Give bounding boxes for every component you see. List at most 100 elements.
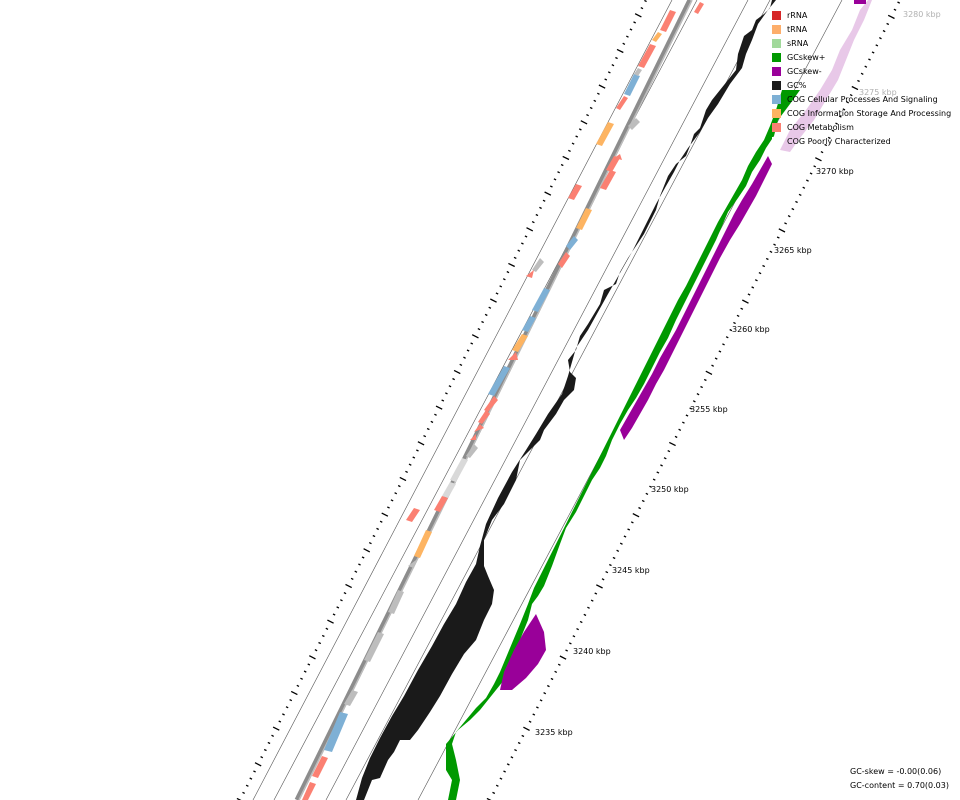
tick-label-3255: 3255 kbp [690,405,728,414]
minor-tick [524,235,528,238]
legend-swatch [772,52,781,62]
tick-labels: 3235 kbp 3240 kbp 3245 kbp 3250 kbp 3255… [535,10,941,737]
minor-tick [549,185,553,188]
ruler-tick [827,136,831,140]
ruler-tick [878,37,882,40]
ruler-tick [813,165,817,168]
ruler-tick [718,350,722,353]
minor-tick [562,155,570,161]
ring-lines [252,0,843,800]
ruler-tick [601,578,605,581]
ruler-tick [887,14,895,20]
ruler-tick [492,791,496,795]
minor-tick [303,670,307,673]
tick-label-3280: 3280 kbp [903,10,941,19]
ruler-tick [499,777,503,780]
ruler-tick [656,471,660,474]
minor-tick [535,213,539,217]
legend-swatch [772,38,781,48]
ruler-tick [765,257,769,261]
ruler-tick [815,157,822,162]
ruler-tick [590,599,594,602]
legend-label: sRNA [787,38,809,48]
minor-tick [358,563,361,566]
legend-swatch [772,136,781,146]
ruler-tick [842,108,846,111]
ruler-tick [831,129,835,132]
minor-tick [381,512,389,517]
ruler-tick [838,115,842,118]
ruler-tick [594,592,598,595]
ruler-tick [747,293,751,296]
ruler-tick [510,756,514,759]
ruler-tick [860,72,864,75]
minor-tick [285,706,289,709]
ruler-tick [495,784,499,787]
ruler-tick [645,492,649,495]
minor-tick [589,106,593,110]
minor-tick [506,270,510,274]
ruler-tick [517,741,521,745]
ruler-tick [550,677,554,681]
minor-tick [267,741,271,745]
legend-label: tRNA [787,24,808,34]
legend-swatch [772,66,781,76]
minor-tick [408,463,412,466]
minor-tick [307,663,311,666]
ruler-tick [864,65,868,68]
minor-tick [640,7,644,10]
ruler-tick [554,670,558,673]
minor-tick [416,449,419,452]
ruler-tick [769,250,773,253]
ruler-tick [809,172,813,175]
minor-tick [260,756,264,759]
ruler-tick [669,441,676,447]
ruler-tick [791,207,795,211]
minor-tick [426,427,430,431]
ruler-tick [692,400,696,403]
ruler-tick [851,85,859,91]
ruler-tick [762,264,766,268]
legend-item-rrna: rRNA [772,8,951,22]
minor-tick [340,599,343,602]
minor-tick [586,114,589,117]
minor-tick [622,42,626,45]
ruler-tick [776,236,780,239]
minor-tick [327,619,334,624]
ruler-tick [700,385,703,389]
minor-tick [318,641,322,645]
minor-tick [441,399,445,402]
gc-skew-minus-top [854,0,866,4]
minor-tick [336,606,340,609]
ruler-tick [846,101,850,104]
minor-tick [531,221,535,224]
ruler-tick [722,343,725,346]
ruler-tick [630,521,634,524]
minor-tick [490,298,497,303]
minor-tick [571,142,575,145]
minor-tick [553,178,557,181]
minor-tick [508,262,515,268]
minor-tick [471,334,479,339]
tick-label-3270: 3270 kbp [816,167,854,176]
minor-tick [495,292,499,295]
ruler-tick [798,193,802,196]
ruler-tick [565,649,569,652]
ruler-tick [751,286,755,289]
minor-tick [453,369,461,375]
ruler-tick [802,186,806,189]
ruler-tick [660,464,663,467]
ruler-tick [536,706,539,709]
legend-item-gc-percent: GC% [772,78,951,92]
legend-swatch [772,94,781,104]
minor-tick [463,356,466,359]
minor-tick [477,328,481,331]
minor-tick [309,655,316,660]
legend-item-cog-poorly: COG Poorly Characterized [772,134,951,148]
minor-tick [435,405,443,410]
ruler-tick [678,428,682,431]
ruler-tick [875,44,879,47]
minor-tick [604,78,608,81]
minor-tick [593,99,597,102]
